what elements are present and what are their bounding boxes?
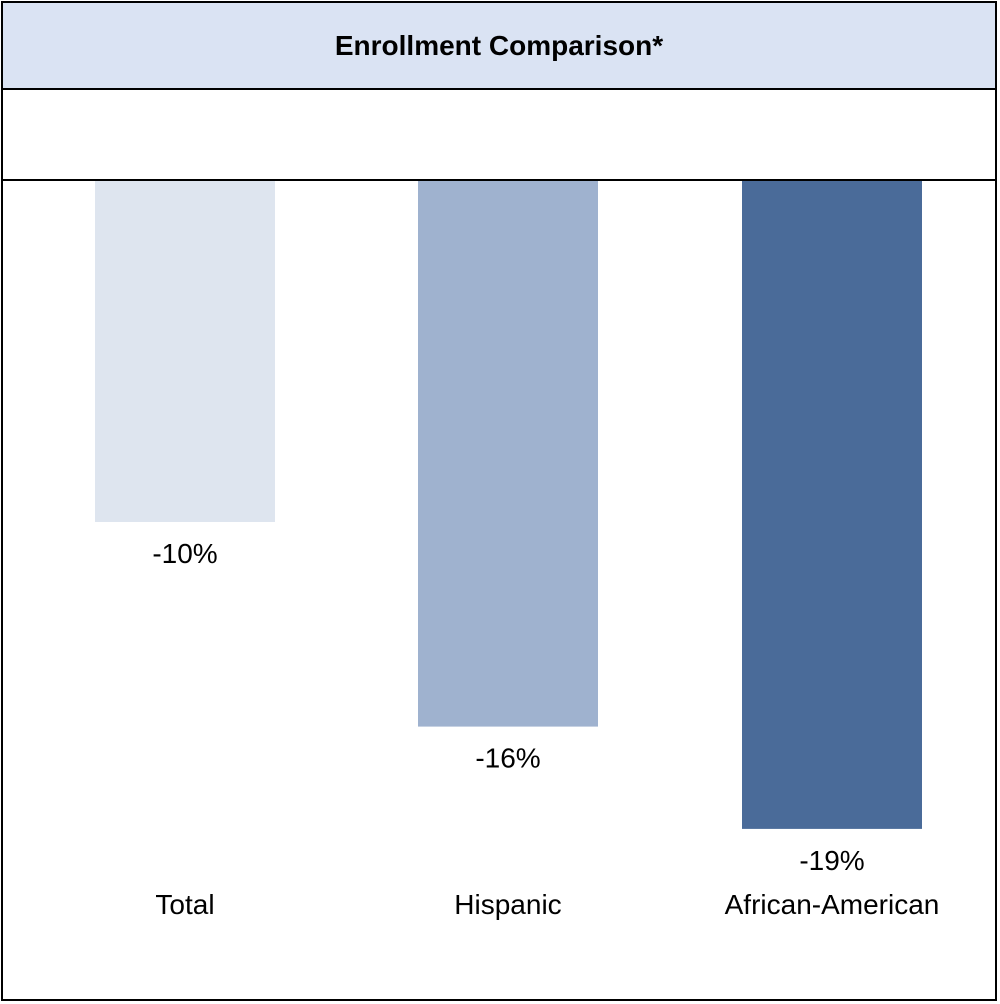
bar-total [95,181,275,522]
category-labels-group: Total Hispanic African-American [155,889,939,920]
category-label: Hispanic [454,889,561,920]
bar-hispanic [418,181,598,727]
category-label: African-American [725,889,940,920]
bar-african-american [742,181,922,829]
value-label: -10% [152,538,217,569]
chart-title: Enrollment Comparison* [334,29,664,61]
bars-group [95,181,922,829]
chart-title-band: Enrollment Comparison* [3,3,995,90]
value-label: -16% [475,743,540,774]
category-label: Total [155,889,214,920]
value-label: -19% [799,845,864,876]
value-labels-group: -10% -16% -19% [152,538,864,876]
